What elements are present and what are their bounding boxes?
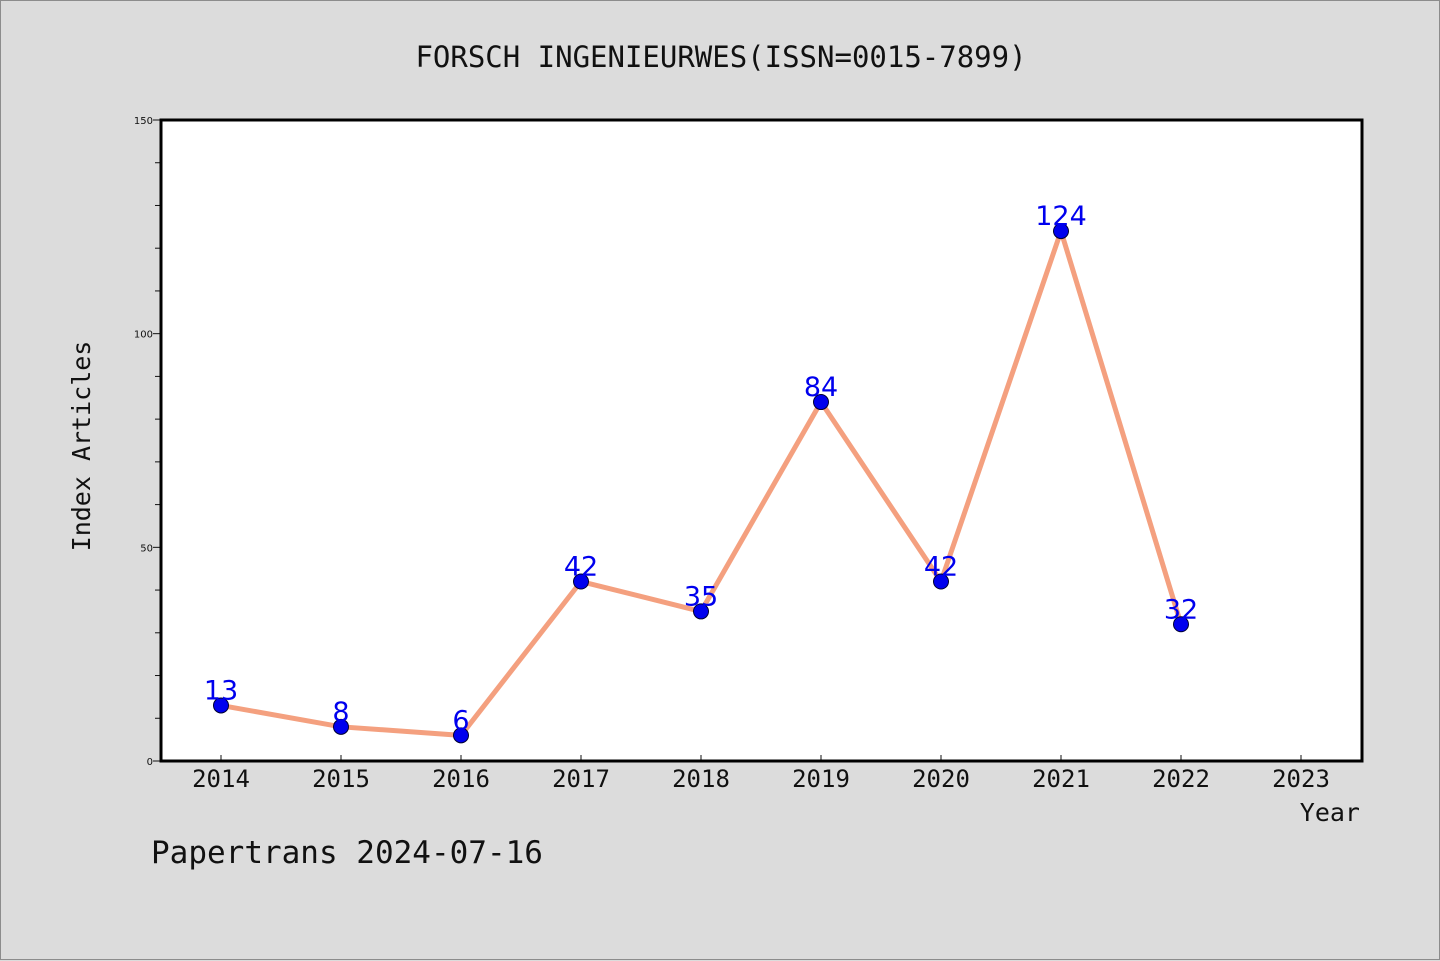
data-point (1053, 223, 1069, 240)
y-tick-label: 100 (134, 330, 153, 341)
y-tick-label: 150 (134, 116, 153, 127)
y-tick-label: 50 (140, 543, 153, 554)
x-tick-label: 2015 (312, 765, 370, 793)
data-label: 84 (804, 372, 838, 403)
data-point (933, 573, 949, 590)
x-tick-label: 2019 (792, 765, 850, 793)
x-tick-label: 2021 (1032, 765, 1090, 793)
data-point (693, 603, 709, 620)
x-tick-label: 2020 (912, 765, 970, 793)
x-tick-label: 2018 (672, 765, 730, 793)
y-axis-title: Index Articles (67, 341, 96, 552)
x-tick-label: 2016 (432, 765, 490, 793)
x-tick-label: 2022 (1152, 765, 1210, 793)
x-tick-label: 2017 (552, 765, 610, 793)
plot-area (161, 120, 1362, 761)
x-tick-label: 2023 (1272, 765, 1330, 793)
data-label: 42 (924, 552, 958, 583)
x-tick-label: 2014 (192, 765, 250, 793)
data-point (453, 727, 469, 744)
data-label: 32 (1164, 594, 1198, 625)
data-label: 124 (1035, 201, 1087, 232)
y-tick-label: 0 (147, 757, 153, 768)
x-axis-title: Year (1300, 798, 1360, 827)
data-label: 35 (684, 581, 718, 612)
data-point (213, 697, 229, 714)
data-label: 13 (204, 675, 238, 706)
data-label: 42 (564, 552, 598, 583)
data-point (1173, 616, 1189, 633)
chart-title: FORSCH INGENIEURWES(ISSN=0015-7899) (415, 40, 1026, 74)
data-label: 8 (332, 697, 349, 728)
plot-frame (159, 118, 1364, 763)
footer-note: Papertrans 2024-07-16 (151, 835, 543, 871)
data-point (573, 573, 589, 590)
data-point (813, 394, 829, 411)
data-label: 6 (452, 705, 469, 736)
data-point (333, 718, 349, 735)
